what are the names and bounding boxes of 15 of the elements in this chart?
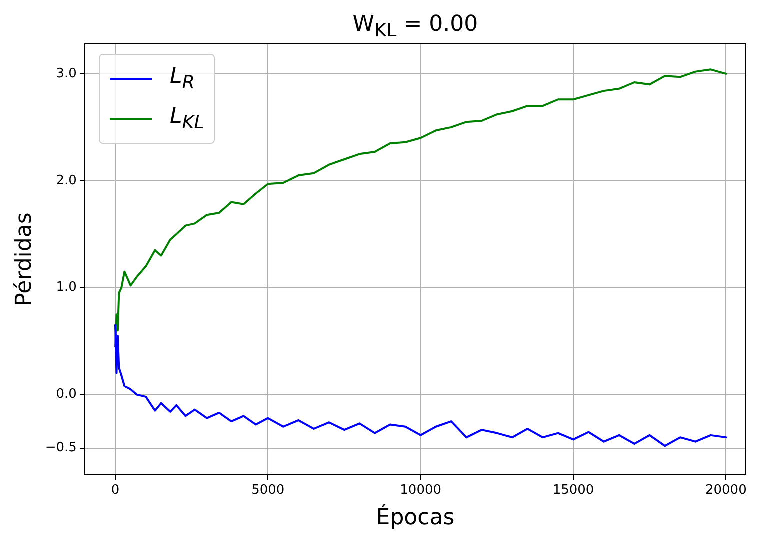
y-tick-label: 0.0 [56, 387, 77, 402]
x-tick-label: 20000 [705, 483, 747, 498]
x-tick-label: 0 [111, 483, 120, 498]
x-axis-title: Épocas [376, 504, 455, 531]
chart-title: W$_{KL}$ = 0.00 [352, 12, 480, 42]
y-tick-label: 3.0 [56, 66, 77, 82]
y-axis-title: Pérdidas [12, 212, 37, 306]
x-tick-label: 5000 [252, 483, 285, 498]
y-tick-label: 1.0 [56, 280, 77, 296]
legend-label: L$_{R}$ [170, 64, 195, 94]
y-tick-label: 2.0 [56, 173, 77, 188]
x-tick-label: 10000 [400, 483, 442, 498]
legend-label: L$_{KL}$ [170, 104, 204, 134]
x-tick-label: 15000 [552, 483, 594, 498]
y-tick-label: −0.5 [45, 440, 77, 456]
